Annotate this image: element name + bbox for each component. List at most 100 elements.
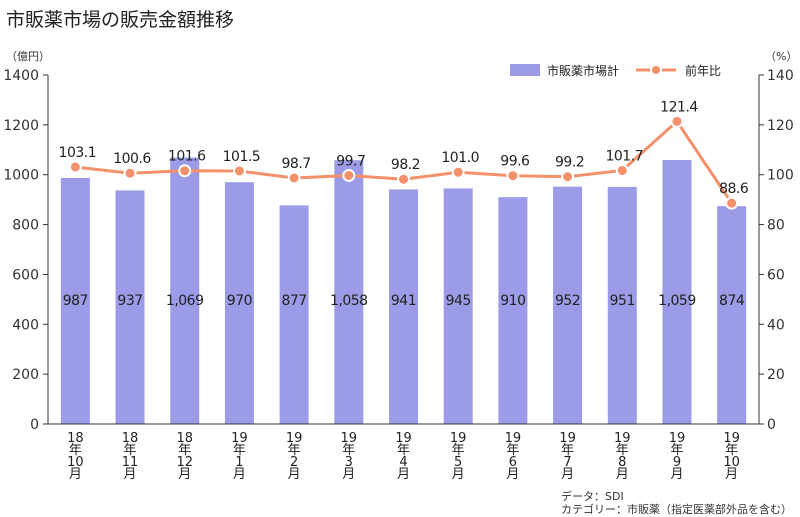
- data-source-note: データ：SDI: [561, 490, 624, 503]
- x-tick-label: 18: [176, 431, 193, 446]
- x-tick-label: 年: [69, 443, 82, 458]
- x-tick-label: 19: [395, 431, 412, 446]
- bar: [389, 189, 418, 424]
- x-tick-label: 月: [69, 467, 82, 482]
- x-tick-label: 19: [669, 431, 686, 446]
- right-tick-label: 40: [767, 317, 785, 333]
- legend-line-label: 前年比: [685, 63, 721, 78]
- line-point: [287, 171, 301, 185]
- left-tick-label: 1400: [3, 68, 39, 84]
- line-value-label: 98.7: [282, 156, 311, 172]
- category-note: カテゴリー：市販薬（指定医薬部外品を含む）: [561, 503, 792, 516]
- bar-value-label: 1,069: [166, 293, 204, 309]
- line-point: [451, 165, 465, 179]
- x-tick-label: 7: [563, 455, 571, 470]
- bar-value-label: 874: [719, 293, 745, 309]
- x-tick-label: 年: [670, 443, 683, 458]
- line-value-label: 101.7: [605, 148, 643, 164]
- bar-value-label: 970: [227, 293, 252, 309]
- line-point: [397, 172, 410, 186]
- x-tick-label: 8: [618, 455, 626, 470]
- x-tick-label: 18: [122, 431, 139, 446]
- x-tick-label: 年: [233, 443, 246, 458]
- x-tick-label: 月: [452, 467, 465, 482]
- line-point: [232, 164, 246, 178]
- bar: [717, 206, 747, 424]
- bar-value-label: 952: [555, 293, 580, 309]
- line-point: [506, 169, 520, 183]
- x-tick-label: 年: [397, 443, 410, 458]
- x-tick-label: 月: [506, 467, 519, 482]
- bar: [662, 160, 692, 425]
- line-value-label: 101.6: [168, 149, 206, 165]
- line-value-label: 99.7: [336, 153, 365, 169]
- x-tick-label: 年: [342, 443, 355, 458]
- x-tick-label: 月: [233, 467, 246, 482]
- right-tick-label: 20: [767, 367, 785, 383]
- bar: [553, 186, 583, 424]
- line-value-label: 99.2: [555, 155, 584, 171]
- left-tick-label: 1000: [3, 168, 39, 184]
- x-tick-label: 年: [178, 443, 191, 458]
- x-tick-label: 1: [235, 455, 243, 470]
- right-axis-unit: （%）: [765, 50, 798, 63]
- line-value-label: 101.0: [441, 150, 479, 166]
- x-tick-label: 18: [67, 431, 84, 446]
- x-tick-label: 月: [561, 467, 574, 482]
- right-tick-label: 100: [767, 168, 794, 184]
- x-tick-label: 4: [399, 455, 407, 470]
- x-tick-label: 年: [725, 443, 738, 458]
- x-tick-label: 月: [616, 467, 629, 482]
- x-tick-label: 2: [290, 455, 298, 470]
- bar-value-label: 1,059: [658, 293, 696, 309]
- x-tick-label: 19: [450, 431, 467, 446]
- line-point: [68, 160, 82, 174]
- bar-value-label: 877: [281, 293, 306, 309]
- line-value-label: 103.1: [59, 145, 97, 161]
- right-tick-label: 60: [767, 267, 785, 283]
- x-tick-label: 月: [397, 467, 410, 482]
- x-tick-label: 10: [67, 455, 84, 470]
- line-point: [615, 163, 629, 177]
- line-point: [123, 166, 137, 180]
- bar: [279, 205, 309, 424]
- bar-value-label: 945: [446, 293, 471, 309]
- x-tick-label: 年: [288, 443, 301, 458]
- bar: [60, 177, 90, 424]
- bar-value-label: 941: [391, 293, 416, 309]
- bar: [115, 190, 145, 424]
- bar: [443, 188, 473, 424]
- left-tick-label: 600: [12, 267, 39, 283]
- x-tick-label: 年: [506, 443, 519, 458]
- line-point: [342, 168, 356, 182]
- line-value-label: 98.2: [391, 157, 420, 173]
- left-tick-label: 200: [12, 367, 39, 383]
- bar-value-label: 951: [610, 293, 635, 309]
- x-tick-label: 19: [341, 431, 358, 446]
- legend-bar-label: 市販薬市場計: [547, 63, 619, 78]
- x-tick-label: 12: [176, 455, 193, 470]
- left-tick-label: 800: [12, 218, 39, 234]
- right-tick-label: 0: [767, 417, 776, 433]
- line-value-label: 101.5: [223, 149, 261, 165]
- x-tick-label: 年: [616, 443, 629, 458]
- line-point: [178, 164, 192, 178]
- bar-value-label: 987: [63, 293, 88, 309]
- x-tick-label: 19: [614, 431, 631, 446]
- x-tick-label: 月: [288, 467, 301, 482]
- legend-line-marker: [650, 64, 662, 76]
- x-tick-label: 19: [505, 431, 522, 446]
- x-tick-label: 5: [454, 455, 462, 470]
- x-tick-label: 11: [122, 455, 139, 470]
- line-value-label: 88.6: [719, 181, 749, 197]
- x-tick-label: 6: [509, 455, 517, 470]
- line-point: [561, 170, 575, 184]
- bar: [170, 157, 200, 425]
- right-tick-label: 140: [767, 68, 794, 84]
- x-tick-label: 月: [725, 467, 738, 482]
- x-tick-label: 19: [286, 431, 303, 446]
- right-tick-label: 120: [767, 118, 794, 134]
- x-tick-label: 月: [178, 467, 191, 482]
- line-point: [725, 196, 739, 210]
- line-value-label: 99.6: [500, 154, 530, 170]
